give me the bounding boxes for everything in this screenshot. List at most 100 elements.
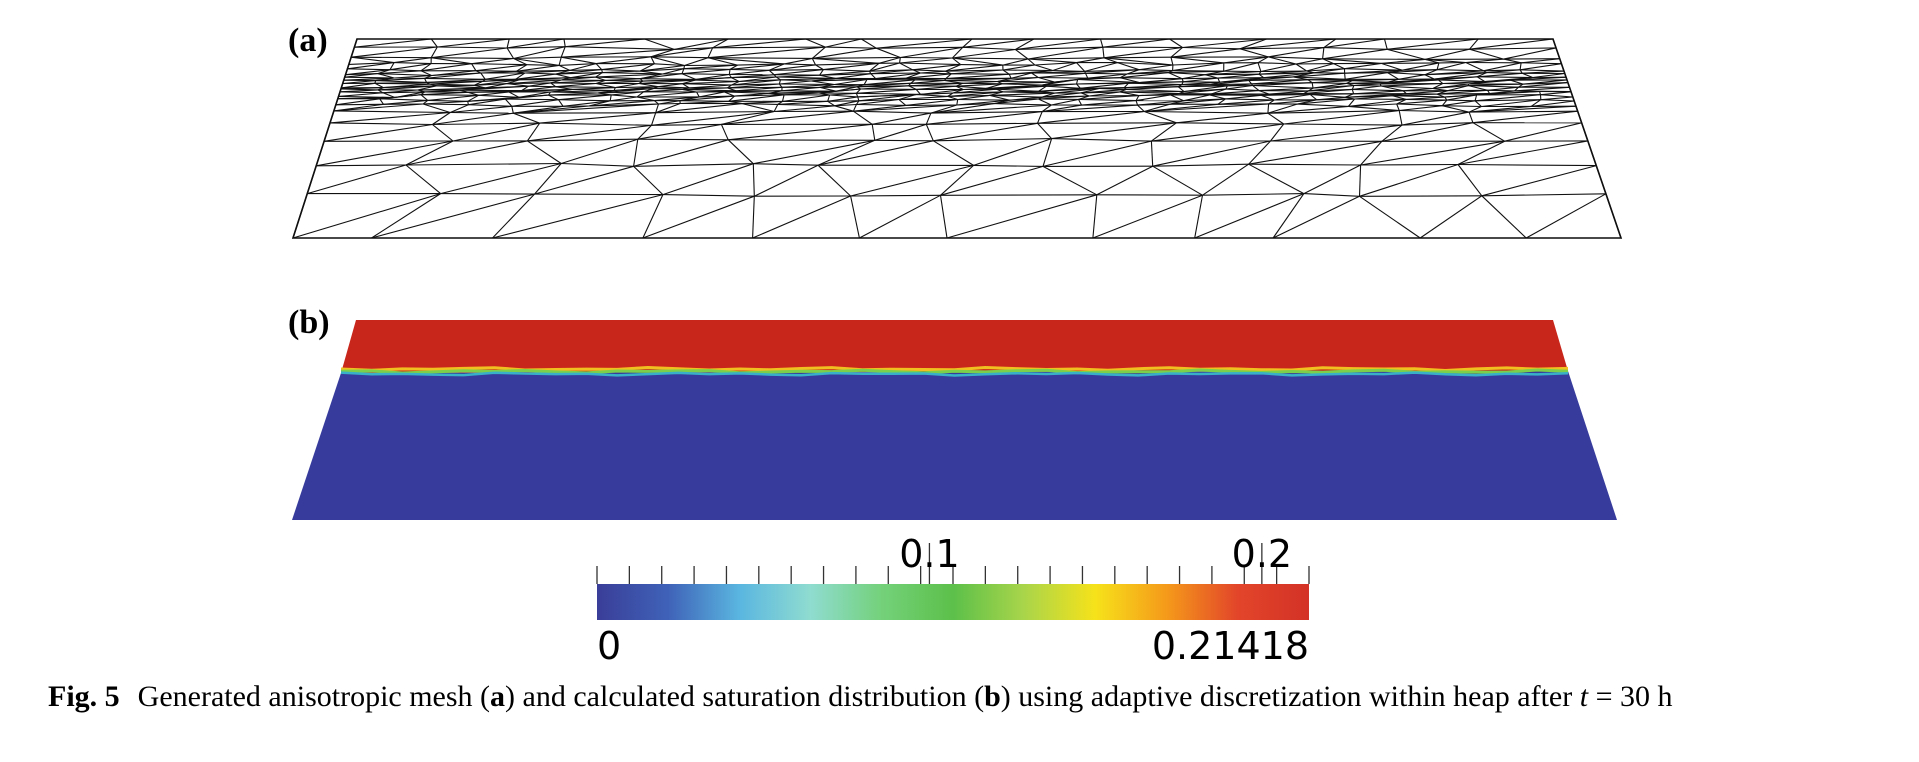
mesh-edge <box>650 112 657 126</box>
mesh-edge <box>1217 99 1275 105</box>
caption-ref-a: a <box>490 680 506 713</box>
mesh-edge <box>1126 69 1140 75</box>
mesh-edge <box>436 85 486 89</box>
mesh-edge <box>1392 95 1445 98</box>
mesh-edge <box>1261 94 1275 101</box>
mesh-edge <box>1359 163 1459 197</box>
mesh-edge <box>467 94 479 102</box>
mesh-edge <box>1520 69 1565 72</box>
mesh-edge <box>1396 98 1407 105</box>
mesh-edge <box>471 63 527 66</box>
mesh-edge <box>1344 72 1388 74</box>
mesh-edge <box>611 94 637 98</box>
mesh-edge <box>933 140 974 166</box>
mesh-edge <box>1046 83 1077 87</box>
mesh-edge <box>1152 163 1249 167</box>
mesh-edge <box>1352 78 1399 82</box>
mesh-edge <box>864 79 915 86</box>
mesh-edge <box>1297 98 1355 105</box>
mesh-edge <box>1042 104 1082 113</box>
mesh-edge <box>595 63 603 70</box>
mesh-edge <box>474 83 508 86</box>
mesh-edge <box>1168 72 1183 80</box>
mesh-edge <box>817 164 851 197</box>
mesh-edge <box>1252 84 1314 89</box>
mesh-edge <box>1027 46 1103 60</box>
mesh-edge <box>683 68 731 70</box>
mesh-edge <box>347 68 391 71</box>
mesh-edge <box>1092 194 1203 239</box>
mesh-edge <box>1313 68 1345 74</box>
mesh-edge <box>989 94 1010 101</box>
mesh-edge <box>752 163 755 197</box>
mesh-edge <box>423 100 468 105</box>
mesh-edge <box>558 99 564 107</box>
mesh-edge <box>1169 38 1183 48</box>
mesh-edge <box>1272 195 1360 239</box>
mesh-edge <box>1202 163 1249 196</box>
mesh-edge <box>1540 94 1573 98</box>
mesh-edge <box>1096 165 1153 196</box>
mesh-edge <box>996 85 1047 90</box>
mesh-edge <box>516 64 528 72</box>
mesh-edge <box>823 62 880 71</box>
mesh-edge <box>1042 140 1152 167</box>
mesh-edge <box>1348 98 1407 107</box>
mesh-edge <box>601 63 655 71</box>
mesh-edge <box>1052 62 1077 72</box>
mesh-edge <box>1555 47 1561 59</box>
mesh-edge <box>335 98 380 106</box>
mesh-edge <box>817 139 876 166</box>
mesh-edge <box>345 69 391 76</box>
mesh-edge <box>1075 79 1079 85</box>
mesh-edge <box>731 76 777 79</box>
mesh-edge <box>1144 110 1177 124</box>
mesh-edge <box>1137 104 1145 112</box>
mesh-edge <box>1323 47 1388 50</box>
mesh-edge <box>912 69 946 72</box>
mesh-edge <box>1136 94 1171 102</box>
mesh-edge <box>955 85 987 89</box>
mesh-edge <box>1510 79 1524 85</box>
mesh-edge <box>1137 103 1170 106</box>
mesh-edge <box>1564 73 1567 78</box>
mesh-edge <box>1424 72 1487 76</box>
mesh-edge <box>727 86 783 89</box>
mesh-edge <box>728 123 873 141</box>
panel-b-label: (b) <box>288 304 330 341</box>
mesh-edge <box>1487 90 1491 94</box>
mesh-edge <box>1514 86 1519 92</box>
mesh-edge <box>1038 98 1052 106</box>
mesh-edge <box>1172 62 1224 72</box>
mesh-edge <box>1514 86 1570 92</box>
mesh-edge <box>1310 93 1354 96</box>
mesh-edge <box>1520 63 1562 71</box>
mesh-edge <box>1442 105 1470 113</box>
mesh-edge <box>1194 193 1305 239</box>
mesh-edge <box>1002 69 1053 72</box>
mesh-edge <box>658 83 683 88</box>
mesh-edge <box>1465 62 1484 72</box>
mesh-edge <box>379 98 384 105</box>
mesh-edge <box>655 103 743 114</box>
mesh-edge <box>734 94 785 97</box>
mesh-edge <box>1438 79 1485 83</box>
mesh-edge <box>925 112 932 125</box>
mesh-edge <box>1120 72 1169 79</box>
mesh-edge <box>724 91 769 94</box>
mesh-edge <box>1085 73 1089 79</box>
mesh-edge <box>1587 140 1597 166</box>
mesh-edge <box>1117 62 1173 66</box>
mesh-edge <box>1015 49 1029 60</box>
mesh-edge <box>651 110 775 126</box>
mesh-edge <box>908 85 917 90</box>
mesh-edge <box>962 38 1034 48</box>
mesh-edge <box>1123 82 1129 89</box>
mesh-edge <box>737 63 785 66</box>
mesh-edge <box>424 78 427 83</box>
mesh-edge <box>558 57 562 66</box>
mesh-edge <box>555 73 571 79</box>
mesh-edge <box>504 98 513 107</box>
mesh-triangles <box>292 38 1622 239</box>
caption-var-t: t <box>1579 680 1589 713</box>
